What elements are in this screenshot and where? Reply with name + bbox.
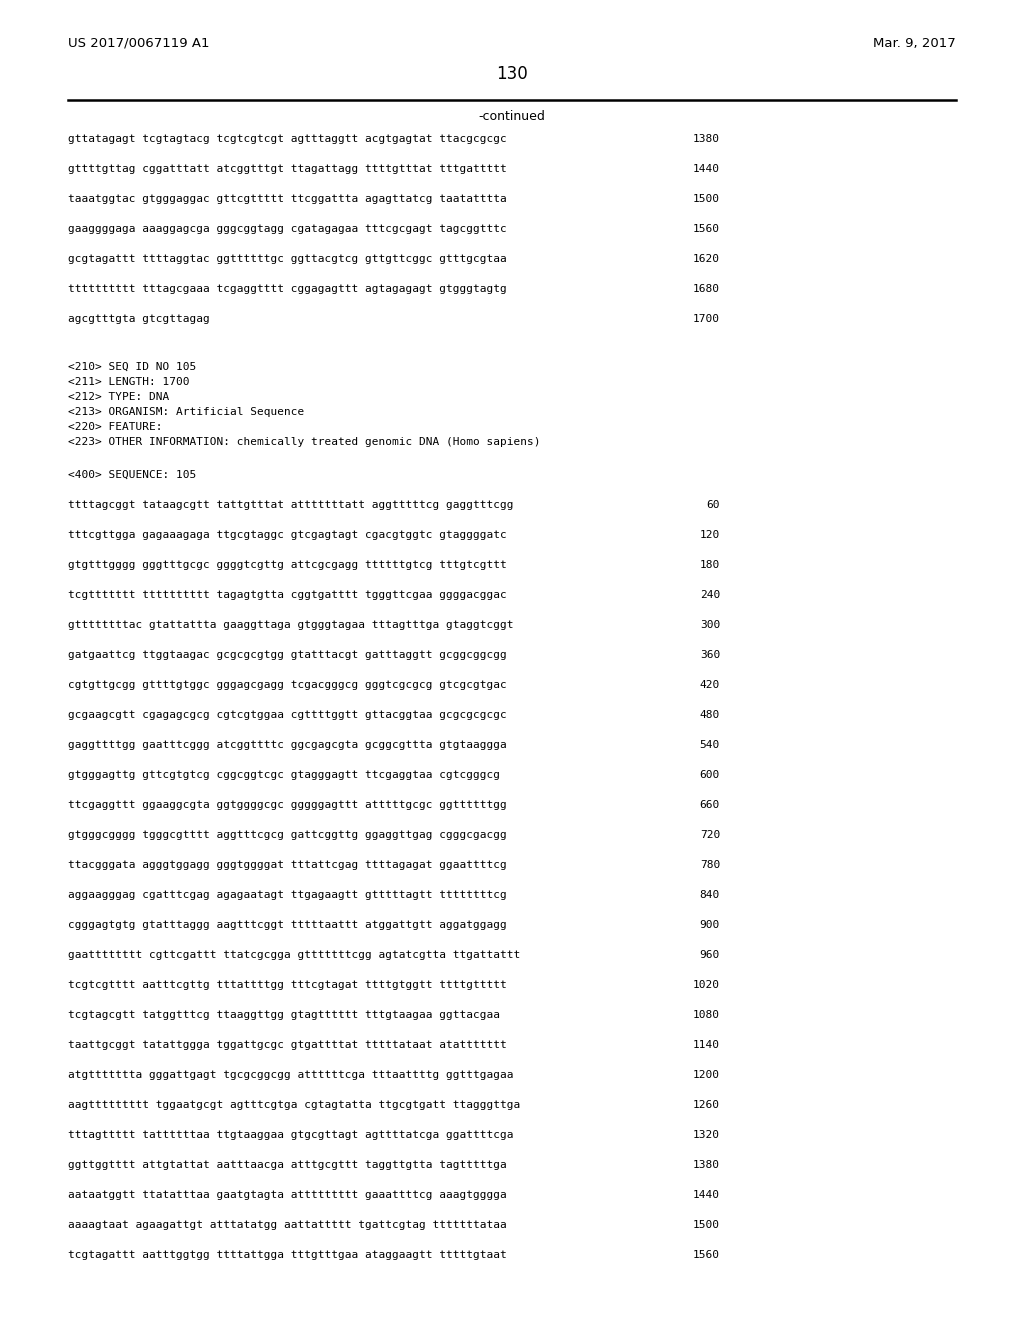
Text: 1560: 1560 (693, 224, 720, 234)
Text: 780: 780 (699, 861, 720, 870)
Text: 1380: 1380 (693, 135, 720, 144)
Text: 1200: 1200 (693, 1071, 720, 1080)
Text: 960: 960 (699, 950, 720, 960)
Text: <211> LENGTH: 1700: <211> LENGTH: 1700 (68, 378, 189, 387)
Text: cgggagtgtg gtatttaggg aagtttcggt tttttaattt atggattgtt aggatggagg: cgggagtgtg gtatttaggg aagtttcggt tttttaa… (68, 920, 507, 931)
Text: gaaggggaga aaaggagcga gggcggtagg cgatagagaa tttcgcgagt tagcggtttc: gaaggggaga aaaggagcga gggcggtagg cgataga… (68, 224, 507, 234)
Text: gcgtagattt ttttaggtac ggttttttgc ggttacgtcg gttgttcggc gtttgcgtaa: gcgtagattt ttttaggtac ggttttttgc ggttacg… (68, 253, 507, 264)
Text: 1560: 1560 (693, 1250, 720, 1261)
Text: 130: 130 (496, 65, 528, 83)
Text: 1440: 1440 (693, 1191, 720, 1200)
Text: 1260: 1260 (693, 1100, 720, 1110)
Text: tcgttttttt tttttttttt tagagtgtta cggtgatttt tgggttcgaa ggggacggac: tcgttttttt tttttttttt tagagtgtta cggtgat… (68, 590, 507, 601)
Text: 1700: 1700 (693, 314, 720, 323)
Text: ttacgggata agggtggagg gggtggggat tttattcgag ttttagagat ggaattttcg: ttacgggata agggtggagg gggtggggat tttattc… (68, 861, 507, 870)
Text: gaggttttgg gaatttcggg atcggttttc ggcgagcgta gcggcgttta gtgtaaggga: gaggttttgg gaatttcggg atcggttttc ggcgagc… (68, 741, 507, 750)
Text: 660: 660 (699, 800, 720, 810)
Text: aaaagtaat agaagattgt atttatatgg aattattttt tgattcgtag tttttttataa: aaaagtaat agaagattgt atttatatgg aattattt… (68, 1220, 507, 1230)
Text: 540: 540 (699, 741, 720, 750)
Text: 1500: 1500 (693, 194, 720, 205)
Text: aagttttttttt tggaatgcgt agtttcgtga cgtagtatta ttgcgtgatt ttagggttga: aagttttttttt tggaatgcgt agtttcgtga cgtag… (68, 1100, 520, 1110)
Text: ttttagcggt tataagcgtt tattgtttat atttttttatt aggtttttcg gaggtttcgg: ttttagcggt tataagcgtt tattgtttat atttttt… (68, 500, 513, 510)
Text: tcgtagattt aatttggtgg ttttattgga tttgtttgaa ataggaagtt tttttgtaat: tcgtagattt aatttggtgg ttttattgga tttgttt… (68, 1250, 507, 1261)
Text: agcgtttgta gtcgttagag: agcgtttgta gtcgttagag (68, 314, 210, 323)
Text: 1320: 1320 (693, 1130, 720, 1140)
Text: gatgaattcg ttggtaagac gcgcgcgtgg gtatttacgt gatttaggtt gcggcggcgg: gatgaattcg ttggtaagac gcgcgcgtgg gtattta… (68, 649, 507, 660)
Text: gcgaagcgtt cgagagcgcg cgtcgtggaa cgttttggtt gttacggtaa gcgcgcgcgc: gcgaagcgtt cgagagcgcg cgtcgtggaa cgttttg… (68, 710, 507, 719)
Text: gtgggagttg gttcgtgtcg cggcggtcgc gtagggagtt ttcgaggtaa cgtcgggcg: gtgggagttg gttcgtgtcg cggcggtcgc gtaggga… (68, 770, 500, 780)
Text: aataatggtt ttatatttaa gaatgtagta attttttttt gaaattttcg aaagtgggga: aataatggtt ttatatttaa gaatgtagta atttttt… (68, 1191, 507, 1200)
Text: gttttttttac gtattattta gaaggttaga gtgggtagaa tttagtttga gtaggtcggt: gttttttttac gtattattta gaaggttaga gtgggt… (68, 620, 513, 630)
Text: taattgcggt tatattggga tggattgcgc gtgattttat tttttataat atattttttt: taattgcggt tatattggga tggattgcgc gtgattt… (68, 1040, 507, 1049)
Text: <212> TYPE: DNA: <212> TYPE: DNA (68, 392, 169, 403)
Text: -continued: -continued (478, 110, 546, 123)
Text: 300: 300 (699, 620, 720, 630)
Text: taaatggtac gtgggaggac gttcgttttt ttcggattta agagttatcg taatatttta: taaatggtac gtgggaggac gttcgttttt ttcggat… (68, 194, 507, 205)
Text: Mar. 9, 2017: Mar. 9, 2017 (873, 37, 956, 50)
Text: 600: 600 (699, 770, 720, 780)
Text: 120: 120 (699, 531, 720, 540)
Text: atgttttttta gggattgagt tgcgcggcgg attttttcga tttaattttg ggtttgagaa: atgttttttta gggattgagt tgcgcggcgg attttt… (68, 1071, 513, 1080)
Text: 240: 240 (699, 590, 720, 601)
Text: 60: 60 (707, 500, 720, 510)
Text: 1080: 1080 (693, 1010, 720, 1020)
Text: gttatagagt tcgtagtacg tcgtcgtcgt agtttaggtt acgtgagtat ttacgcgcgc: gttatagagt tcgtagtacg tcgtcgtcgt agtttag… (68, 135, 507, 144)
Text: gtgtttgggg gggtttgcgc ggggtcgttg attcgcgagg ttttttgtcg tttgtcgttt: gtgtttgggg gggtttgcgc ggggtcgttg attcgcg… (68, 560, 507, 570)
Text: 1140: 1140 (693, 1040, 720, 1049)
Text: cgtgttgcgg gttttgtggc gggagcgagg tcgacgggcg gggtcgcgcg gtcgcgtgac: cgtgttgcgg gttttgtggc gggagcgagg tcgacgg… (68, 680, 507, 690)
Text: gaatttttttt cgttcgattt ttatcgcgga gtttttttcgg agtatcgtta ttgattattt: gaatttttttt cgttcgattt ttatcgcgga gttttt… (68, 950, 520, 960)
Text: ttcgaggttt ggaaggcgta ggtggggcgc gggggagttt atttttgcgc ggttttttgg: ttcgaggttt ggaaggcgta ggtggggcgc gggggag… (68, 800, 507, 810)
Text: tttcgttgga gagaaagaga ttgcgtaggc gtcgagtagt cgacgtggtc gtaggggatc: tttcgttgga gagaaagaga ttgcgtaggc gtcgagt… (68, 531, 507, 540)
Text: gtgggcgggg tgggcgtttt aggtttcgcg gattcggttg ggaggttgag cgggcgacgg: gtgggcgggg tgggcgtttt aggtttcgcg gattcgg… (68, 830, 507, 840)
Text: <400> SEQUENCE: 105: <400> SEQUENCE: 105 (68, 470, 197, 480)
Text: 1620: 1620 (693, 253, 720, 264)
Text: 1500: 1500 (693, 1220, 720, 1230)
Text: tcgtcgtttt aatttcgttg tttattttgg tttcgtagat ttttgtggtt ttttgttttt: tcgtcgtttt aatttcgttg tttattttgg tttcgta… (68, 979, 507, 990)
Text: US 2017/0067119 A1: US 2017/0067119 A1 (68, 37, 210, 50)
Text: 420: 420 (699, 680, 720, 690)
Text: tttagttttt tattttttaa ttgtaaggaa gtgcgttagt agttttatcga ggattttcga: tttagttttt tattttttaa ttgtaaggaa gtgcgtt… (68, 1130, 513, 1140)
Text: <220> FEATURE:: <220> FEATURE: (68, 422, 163, 432)
Text: aggaagggag cgatttcgag agagaatagt ttgagaagtt gtttttagtt ttttttttcg: aggaagggag cgatttcgag agagaatagt ttgagaa… (68, 890, 507, 900)
Text: 900: 900 (699, 920, 720, 931)
Text: 840: 840 (699, 890, 720, 900)
Text: tttttttttt tttagcgaaa tcgaggtttt cggagagttt agtagagagt gtgggtagtg: tttttttttt tttagcgaaa tcgaggtttt cggagag… (68, 284, 507, 294)
Text: 360: 360 (699, 649, 720, 660)
Text: 720: 720 (699, 830, 720, 840)
Text: ggttggtttt attgtattat aatttaacga atttgcgttt taggttgtta tagtttttga: ggttggtttt attgtattat aatttaacga atttgcg… (68, 1160, 507, 1170)
Text: <210> SEQ ID NO 105: <210> SEQ ID NO 105 (68, 362, 197, 372)
Text: 180: 180 (699, 560, 720, 570)
Text: 1440: 1440 (693, 164, 720, 174)
Text: 1380: 1380 (693, 1160, 720, 1170)
Text: tcgtagcgtt tatggtttcg ttaaggttgg gtagtttttt tttgtaagaa ggttacgaa: tcgtagcgtt tatggtttcg ttaaggttgg gtagttt… (68, 1010, 500, 1020)
Text: 480: 480 (699, 710, 720, 719)
Text: gttttgttag cggatttatt atcggtttgt ttagattagg ttttgtttat tttgattttt: gttttgttag cggatttatt atcggtttgt ttagatt… (68, 164, 507, 174)
Text: 1020: 1020 (693, 979, 720, 990)
Text: <223> OTHER INFORMATION: chemically treated genomic DNA (Homo sapiens): <223> OTHER INFORMATION: chemically trea… (68, 437, 541, 447)
Text: 1680: 1680 (693, 284, 720, 294)
Text: <213> ORGANISM: Artificial Sequence: <213> ORGANISM: Artificial Sequence (68, 407, 304, 417)
